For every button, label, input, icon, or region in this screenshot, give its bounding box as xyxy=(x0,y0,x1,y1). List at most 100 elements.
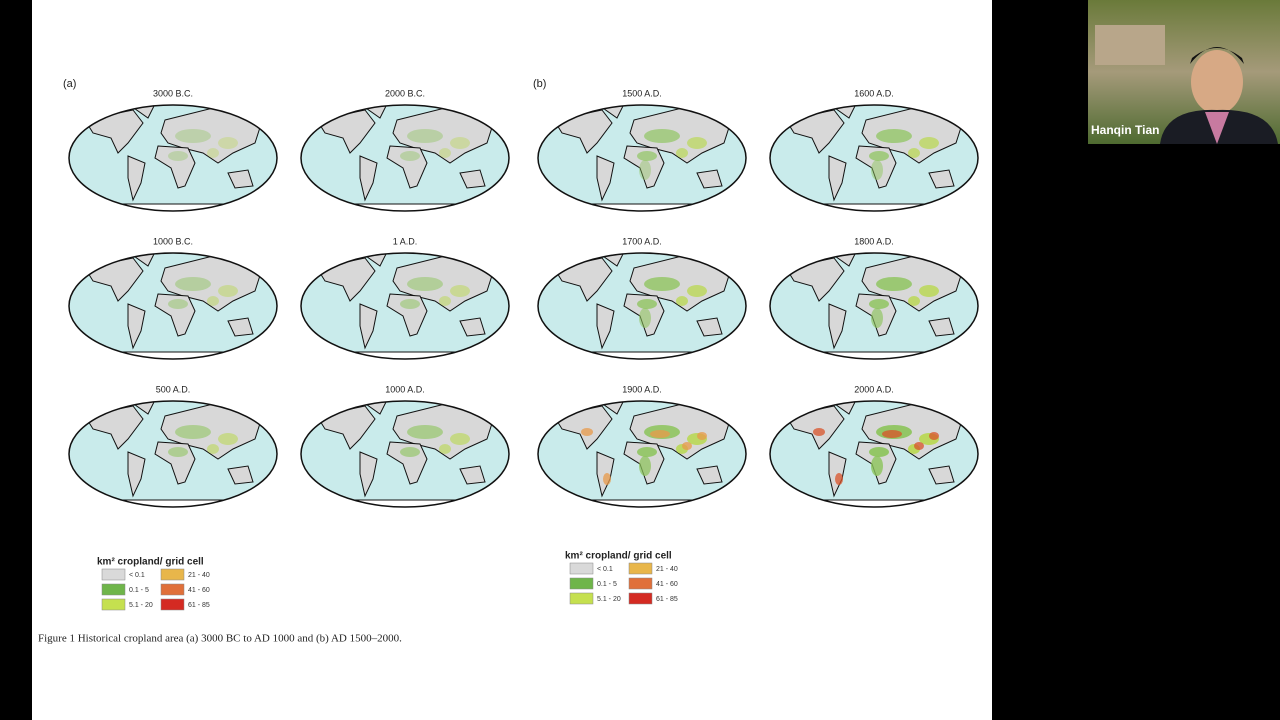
cropland-area xyxy=(644,129,680,143)
legend-swatch xyxy=(628,592,653,605)
legend-item: 5.1 - 20 xyxy=(597,596,621,603)
world-map xyxy=(770,400,978,514)
legend-item: 0.1 - 5 xyxy=(597,581,617,588)
legend-item: < 0.1 xyxy=(597,566,613,573)
cropland-area xyxy=(400,447,420,457)
cropland-area xyxy=(207,296,219,306)
legend-item: < 0.1 xyxy=(129,572,145,579)
world-map xyxy=(538,104,746,218)
cropland-area xyxy=(676,148,688,158)
cropland-area xyxy=(218,433,238,445)
map-title: 3000 B.C. xyxy=(153,88,193,98)
legend-item: 21 - 40 xyxy=(188,572,210,579)
cropland-area xyxy=(407,129,443,143)
cropland-area xyxy=(871,456,883,476)
legend-swatch xyxy=(628,577,653,590)
map-title: 1700 A.D. xyxy=(622,236,662,246)
cropland-area xyxy=(207,444,219,454)
map-title: 1000 B.C. xyxy=(153,236,193,246)
cropland-area xyxy=(637,299,657,309)
legend-swatch xyxy=(160,583,185,596)
cropland-area xyxy=(869,151,889,161)
cropland-area xyxy=(869,299,889,309)
cropland-area xyxy=(407,277,443,291)
cropland-area xyxy=(919,137,939,149)
cropland-area xyxy=(644,277,680,291)
cropland-dense xyxy=(603,473,611,485)
legend-item: 5.1 - 20 xyxy=(129,602,153,609)
legend-swatch xyxy=(101,583,126,596)
legend-swatch xyxy=(569,562,594,575)
cropland-area xyxy=(639,160,651,180)
cropland-area xyxy=(687,137,707,149)
cropland-area xyxy=(676,296,688,306)
world-map xyxy=(301,400,509,514)
map-title: 1800 A.D. xyxy=(854,236,894,246)
map-title: 1900 A.D. xyxy=(622,384,662,394)
cropland-area xyxy=(919,285,939,297)
cropland-dense xyxy=(929,432,939,440)
cropland-area xyxy=(439,296,451,306)
panel-label: (a) xyxy=(63,78,76,90)
cropland-area xyxy=(168,447,188,457)
world-map xyxy=(69,400,277,514)
world-map xyxy=(69,104,277,218)
legend-item: 41 - 60 xyxy=(188,587,210,594)
video-tile xyxy=(1088,0,1280,144)
legend-swatch xyxy=(628,562,653,575)
legend-title: km² cropland/ grid cell xyxy=(97,557,204,568)
world-map xyxy=(301,252,509,366)
cropland-area xyxy=(400,151,420,161)
cropland-area xyxy=(876,277,912,291)
legend-swatch xyxy=(569,592,594,605)
cropland-area xyxy=(175,129,211,143)
cropland-dense xyxy=(581,428,593,436)
cropland-area xyxy=(687,285,707,297)
cropland-area xyxy=(218,137,238,149)
legend-swatch xyxy=(101,598,126,611)
world-map xyxy=(301,104,509,218)
cropland-area xyxy=(439,148,451,158)
cropland-area xyxy=(871,308,883,328)
legend-swatch xyxy=(160,568,185,581)
map-title: 2000 A.D. xyxy=(854,384,894,394)
cropland-area xyxy=(439,444,451,454)
cropland-area xyxy=(218,285,238,297)
cropland-area xyxy=(639,308,651,328)
world-map xyxy=(538,400,746,514)
legend-item: 0.1 - 5 xyxy=(129,587,149,594)
cropland-area xyxy=(168,299,188,309)
legend-swatch xyxy=(101,568,126,581)
legend-swatch xyxy=(160,598,185,611)
cropland-area xyxy=(871,160,883,180)
cropland-dense xyxy=(813,428,825,436)
cropland-area xyxy=(450,285,470,297)
cropland-dense xyxy=(882,430,902,438)
legend-item: 61 - 85 xyxy=(656,596,678,603)
cropland-area xyxy=(168,151,188,161)
figure-caption: Figure 1 Historical cropland area (a) 30… xyxy=(38,633,402,645)
cropland-area xyxy=(407,425,443,439)
cropland-area xyxy=(639,456,651,476)
map-title: 1 A.D. xyxy=(393,236,418,246)
cropland-dense xyxy=(682,442,692,450)
world-map xyxy=(770,104,978,218)
world-map xyxy=(770,252,978,366)
cropland-area xyxy=(637,151,657,161)
cropland-dense xyxy=(914,442,924,450)
legend-item: 41 - 60 xyxy=(656,581,678,588)
cropland-area xyxy=(876,129,912,143)
cropland-area xyxy=(400,299,420,309)
legend-item: 61 - 85 xyxy=(188,602,210,609)
legend-item: 21 - 40 xyxy=(656,566,678,573)
cropland-area xyxy=(908,148,920,158)
map-title: 500 A.D. xyxy=(156,384,191,394)
cropland-area xyxy=(175,425,211,439)
cropland-dense xyxy=(650,430,670,438)
map-title: 1600 A.D. xyxy=(854,88,894,98)
cropland-area xyxy=(175,277,211,291)
world-map xyxy=(538,252,746,366)
cropland-dense xyxy=(835,473,843,485)
